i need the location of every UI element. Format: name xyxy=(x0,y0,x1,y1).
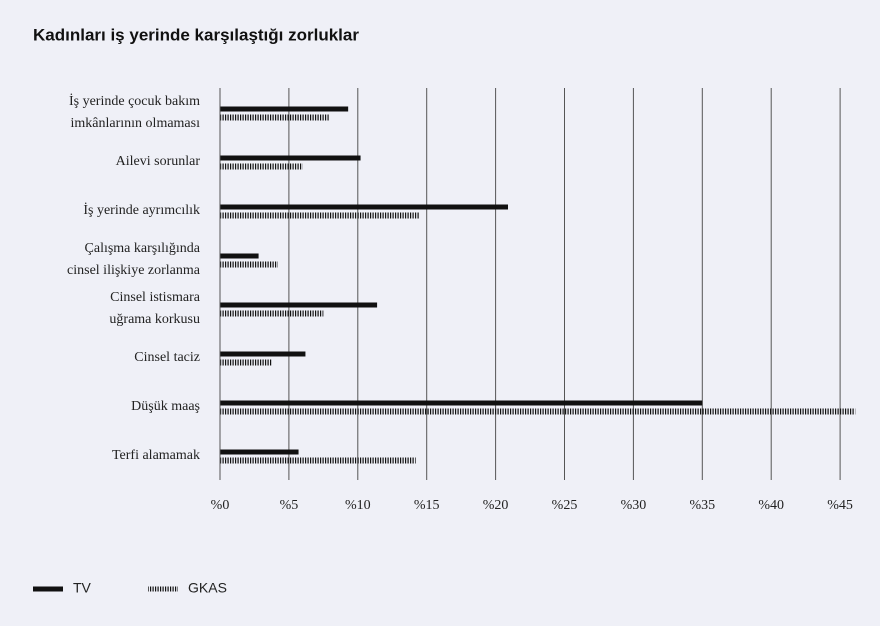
x-tick-label: %5 xyxy=(280,498,299,513)
bar xyxy=(220,114,329,121)
x-tick-label: %30 xyxy=(621,498,647,513)
x-tick-label: %15 xyxy=(414,498,440,513)
bar xyxy=(220,408,856,415)
y-tick-label: Terfi alamamak xyxy=(111,447,200,463)
x-tick-label: %40 xyxy=(758,498,784,513)
legend-label: GKAS xyxy=(188,580,227,596)
bar xyxy=(220,351,306,357)
bar xyxy=(220,310,324,317)
legend-swatch xyxy=(148,586,178,592)
y-tick-label: Ailevi sorunlar xyxy=(115,153,200,169)
bar xyxy=(220,359,273,366)
x-tick-label: %20 xyxy=(483,498,509,513)
bar xyxy=(220,261,278,268)
legend-label: TV xyxy=(73,580,92,596)
bar xyxy=(220,400,703,406)
legend-swatch xyxy=(33,586,63,592)
y-tick-label: Cinsel istismara uğrama korkusu xyxy=(109,289,200,327)
chart-title: Kadınları iş yerinde karşılaştığı zorluk… xyxy=(33,25,359,44)
x-tick-label: %25 xyxy=(552,498,578,513)
bar xyxy=(220,212,420,219)
y-tick-label: İş yerinde ayrımcılık xyxy=(83,202,200,218)
bar xyxy=(220,163,303,170)
y-tick-label: Cinsel taciz xyxy=(134,349,200,365)
bar xyxy=(220,155,361,161)
bar xyxy=(220,302,378,308)
y-tick-label: Düşük maaş xyxy=(131,398,200,414)
bar xyxy=(220,253,259,259)
x-tick-label: %10 xyxy=(345,498,371,513)
bar xyxy=(220,457,416,464)
x-tick-label: %0 xyxy=(211,498,230,513)
y-tick-label: Çalışma karşılığında cinsel ilişkiye zor… xyxy=(67,240,200,278)
bar xyxy=(220,106,349,112)
bar xyxy=(220,204,509,210)
bar xyxy=(220,449,299,455)
x-tick-label: %35 xyxy=(689,498,715,513)
y-tick-label: İş yerinde çocuk bakım imkânlarının olma… xyxy=(68,93,200,131)
x-tick-label: %45 xyxy=(827,498,853,513)
